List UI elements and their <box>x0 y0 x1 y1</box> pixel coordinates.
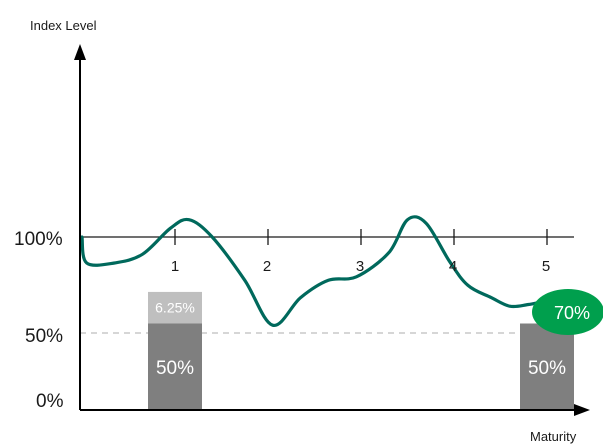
final-level-badge <box>532 289 603 335</box>
x-tick-marks <box>174 229 548 245</box>
x-axis-title: Maturity <box>530 429 577 444</box>
final-level-label: 70% <box>554 303 590 323</box>
x-tick-label-2: 2 <box>263 258 271 275</box>
x-tick-label-4: 4 <box>449 258 457 275</box>
y-tick-label-50: 50% <box>25 326 63 347</box>
index-level-line <box>80 215 563 327</box>
coupon-bar-label-1: 6.25% <box>155 300 195 316</box>
y-axis-arrow <box>74 44 86 60</box>
y-tick-label-100: 100% <box>14 229 63 250</box>
coupon-bar-1 <box>148 291 202 324</box>
x-tick-label-1: 1 <box>171 258 179 275</box>
bar-2 <box>520 323 574 410</box>
x-tick-label-3: 3 <box>356 258 364 275</box>
bar-label-2: 50% <box>528 358 566 379</box>
x-tick-label-5: 5 <box>542 258 550 275</box>
bar-label-1: 50% <box>156 358 194 379</box>
y-axis-title: Index Level <box>30 18 97 33</box>
bars: 50% 6.25% 50% <box>148 291 574 410</box>
y-tick-label-0: 0% <box>36 391 64 412</box>
x-axis-arrow <box>574 404 590 416</box>
bar-1 <box>148 323 202 410</box>
